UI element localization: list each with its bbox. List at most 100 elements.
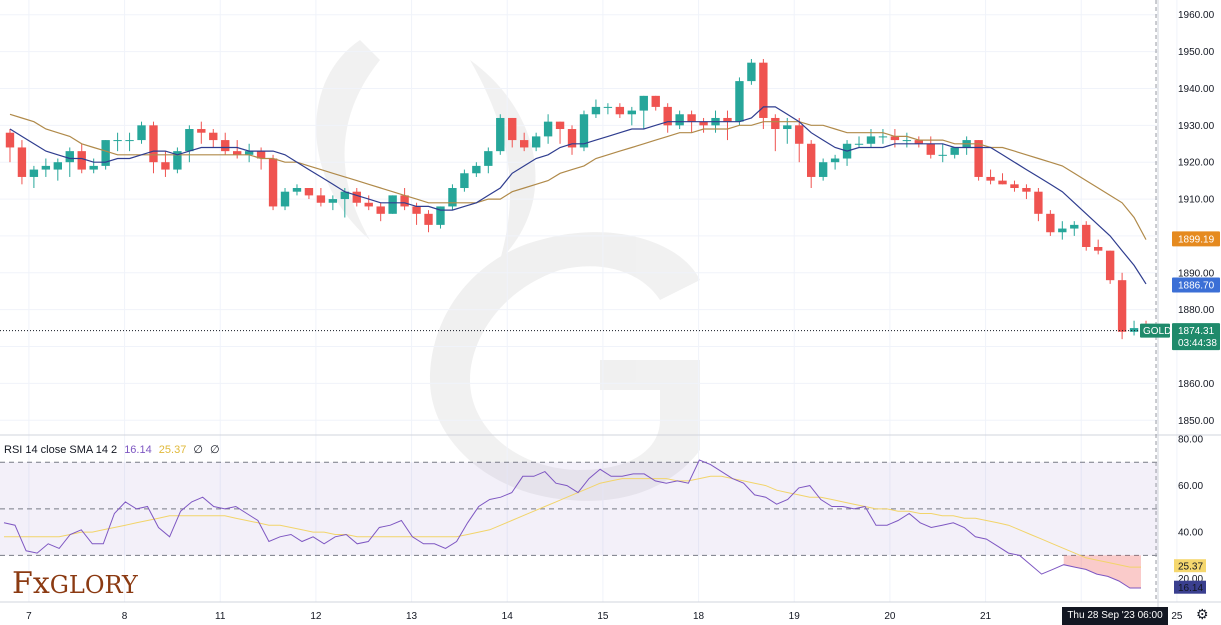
time-tick-label: 15 [597, 611, 609, 622]
candle-body [268, 158, 278, 207]
candle-body [747, 62, 756, 82]
candle [902, 132, 912, 148]
candle-body [902, 140, 912, 142]
candle-body [29, 169, 39, 177]
candle [53, 158, 62, 181]
candle-body [400, 195, 409, 207]
candle [531, 132, 541, 152]
ema-fast-badge-bg [1172, 277, 1220, 293]
candle [615, 103, 625, 118]
candle [17, 140, 27, 185]
candle-body [197, 129, 206, 133]
candle [233, 140, 242, 159]
candle-body [209, 132, 218, 141]
candle-body [89, 165, 98, 170]
rsi-legend-extra2: ∅ [210, 444, 220, 456]
rsi-tick-label: 80.00 [1178, 435, 1203, 446]
candle-body [914, 140, 923, 144]
candle-body [818, 162, 828, 177]
fxglory-watermark-logo [316, 40, 700, 501]
candle [209, 129, 218, 148]
candle [113, 132, 122, 152]
candle-body [233, 151, 242, 155]
last-price-badge-text: 03:44:38 [1178, 338, 1217, 349]
candle-body [1022, 188, 1031, 192]
last-price-badge-bg [1172, 323, 1220, 351]
candle-body [687, 114, 696, 122]
candle [316, 188, 326, 207]
candle-body [830, 158, 840, 163]
candle-body [1094, 246, 1103, 251]
ema-fast-badge-text: 1886.70 [1178, 280, 1215, 291]
price-tick-label: 1850.00 [1178, 416, 1215, 427]
candle [520, 132, 529, 152]
price-tick-label: 1960.00 [1178, 10, 1215, 21]
candle [795, 117, 804, 163]
candle-body [866, 136, 876, 144]
rsi-sma-badge: 25.37 [1174, 559, 1206, 573]
candle-body [675, 114, 684, 126]
candle-body [699, 121, 708, 126]
price-plot[interactable] [0, 58, 1158, 340]
candle [29, 165, 39, 189]
candle-body [974, 140, 983, 177]
candle [352, 188, 361, 207]
candle-body [878, 136, 888, 138]
candle-body [161, 162, 170, 170]
gear-icon[interactable]: ⚙ [1196, 606, 1209, 622]
candle [376, 202, 385, 222]
candle-body [759, 62, 768, 118]
time-tick-label: 7 [26, 611, 32, 622]
candle [950, 147, 959, 159]
candle [938, 143, 947, 163]
candle-body [364, 202, 373, 207]
crosshair-date-badge: Thu 28 Sep '23 06:00 [1062, 607, 1168, 625]
candle-body [244, 151, 254, 155]
candle [161, 151, 170, 177]
candle [830, 154, 840, 170]
rsi-plot[interactable] [0, 459, 1158, 589]
candle [878, 129, 888, 144]
time-tick-label: 12 [310, 611, 322, 622]
candle [1010, 180, 1019, 192]
candle [699, 117, 708, 133]
candle-body [1058, 228, 1067, 233]
ema-slow-badge-text: 1899.19 [1178, 234, 1215, 245]
candle-body [1105, 250, 1115, 281]
ema-slow-line [9, 113, 1147, 240]
candle [173, 147, 182, 174]
rsi-value-badge-text: 16.14 [1178, 583, 1203, 594]
candle-body [663, 106, 672, 126]
candle-body [436, 206, 445, 225]
candle [663, 103, 672, 133]
price-tick-label: 1880.00 [1178, 305, 1215, 316]
candle [639, 95, 648, 130]
candle-body [1010, 184, 1019, 189]
time-tick-label: 18 [693, 611, 705, 622]
candle [1058, 221, 1067, 240]
ema-fast-line [9, 106, 1147, 285]
candle-body [185, 129, 194, 152]
candle-body [639, 95, 648, 111]
candle-body [5, 132, 15, 148]
candle [1117, 272, 1127, 340]
candle-body [221, 140, 230, 152]
logo-part2: Glory [49, 571, 138, 599]
rsi-tick-label: 40.00 [1178, 528, 1203, 539]
price-tick-label: 1930.00 [1178, 121, 1215, 132]
candle [1046, 210, 1055, 236]
rsi-line [3, 459, 1141, 589]
rsi-legend: RSI 14 close SMA 14 2 16.14 25.37 ∅ ∅ [4, 443, 224, 456]
candle-body [41, 165, 51, 170]
candle-body [448, 188, 457, 207]
candle [364, 195, 373, 211]
candle-body [280, 191, 290, 207]
price-tick-label: 1890.00 [1178, 268, 1215, 279]
candle-body [376, 206, 385, 214]
rsi-legend-sma: 25.37 [158, 444, 187, 456]
candle-body [412, 206, 421, 214]
candle [759, 58, 768, 130]
candle-body [53, 162, 62, 170]
